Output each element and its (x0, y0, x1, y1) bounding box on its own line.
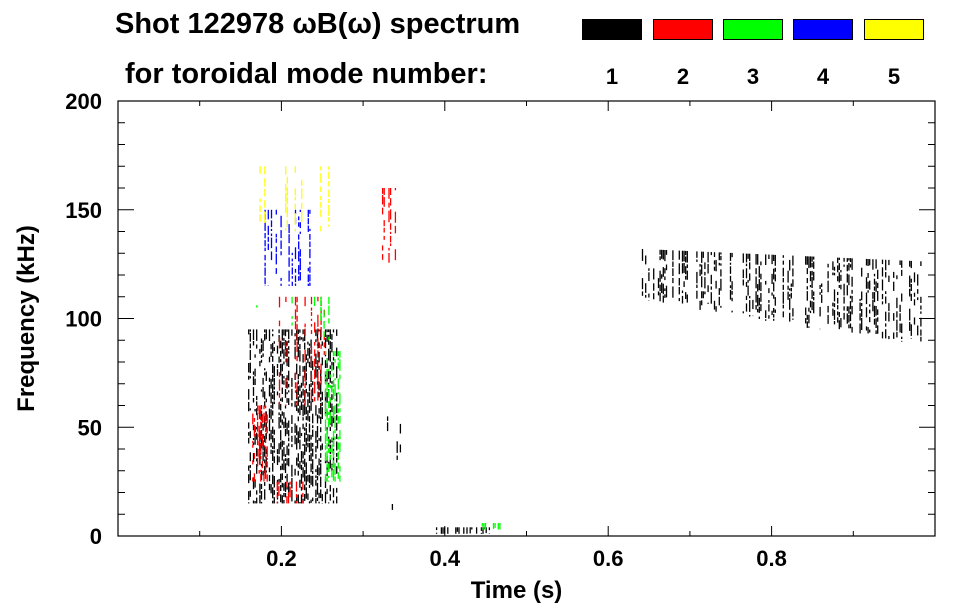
legend-swatch-n4 (793, 19, 853, 40)
x-tick-label: 0.2 (266, 546, 297, 571)
x-tick-label: 0.6 (593, 546, 624, 571)
legend-label-n2: 2 (676, 64, 690, 89)
legend-label-n3: 3 (746, 64, 760, 89)
legend-label-n4: 4 (816, 64, 830, 89)
legend-swatch-n5 (864, 19, 924, 40)
y-tick-label: 100 (65, 307, 102, 332)
x-axis-label: Time (s) (471, 577, 563, 604)
legend-swatch-n1 (582, 19, 642, 40)
legend-swatch-n3 (723, 19, 783, 40)
legend-caption: for toroidal mode number: (125, 58, 488, 90)
x-tick-label: 0.4 (430, 546, 461, 571)
legend-label-n5: 5 (887, 64, 901, 89)
y-tick-label: 0 (90, 524, 102, 549)
legend-swatch-n2 (653, 19, 713, 40)
axis-ticks (118, 100, 936, 537)
y-tick-label: 150 (65, 198, 102, 223)
x-tick-label: 0.8 (756, 546, 787, 571)
y-axis-label: Frequency (kHz) (13, 225, 40, 412)
chart-title: Shot 122978 ωB(ω) spectrum (115, 8, 521, 40)
y-tick-label: 50 (78, 415, 102, 440)
legend-label-n1: 1 (605, 64, 619, 89)
y-tick-label: 200 (65, 89, 102, 114)
plot-frame (117, 100, 936, 537)
spectrogram-marks (248, 166, 922, 534)
axis-tick-labels: 0.2 0.4 0.6 0.8 0 50 100 150 200 (65, 89, 787, 571)
